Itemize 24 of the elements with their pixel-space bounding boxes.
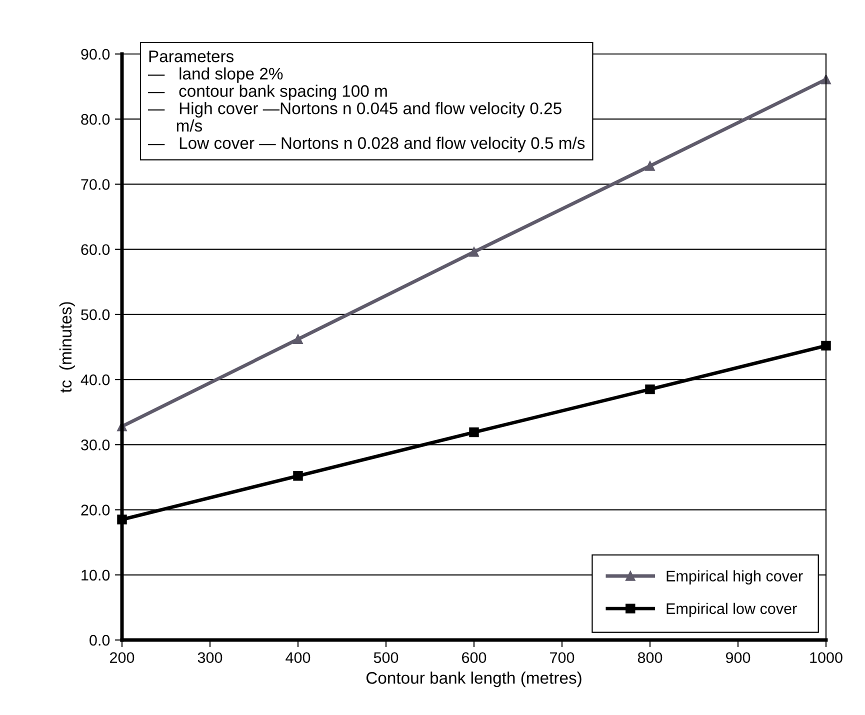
x-tick-label: 800: [638, 652, 662, 664]
x-axis-title: Contour bank length (metres): [366, 672, 582, 688]
y-tick-label: 60.0: [81, 244, 110, 256]
y-tick-label: 70.0: [81, 179, 110, 190]
x-tick-label: 200: [110, 652, 134, 664]
x-tick-label: 1000: [810, 652, 842, 664]
x-tick-label: 600: [462, 652, 486, 664]
x-tick-label: 500: [374, 652, 398, 664]
x-tick-label: 400: [286, 652, 310, 664]
y-tick-label: 50.0: [81, 309, 110, 320]
y-tick-label: 10.0: [82, 570, 110, 581]
x-tick-label: 900: [726, 652, 750, 664]
y-tick-label: 90.0: [81, 48, 110, 60]
y-tick-label: 80.0: [81, 114, 110, 125]
y-tick-label: 30.0: [81, 440, 110, 450]
y-tick-label: 0.0: [90, 634, 110, 646]
y-tick-label: 20.0: [81, 504, 110, 516]
y-tick-label: 40.0: [80, 374, 110, 386]
legend-label: Empirical low cover: [666, 602, 797, 618]
x-tick-label: 300: [198, 652, 222, 664]
x-tick-label: 700: [550, 652, 574, 664]
annotation: Parameters — land slope 2% — contour bank spacing 100 m — High cover —Nortons n 0.045 and flow velocity 0.25 m/s — Low cover — Nortons n 0.028 and flow velocity 0.5 m/s: [148, 50, 585, 152]
y-axis-title: tc (minutes): [59, 302, 75, 393]
legend-label: Empirical high cover: [666, 570, 803, 585]
